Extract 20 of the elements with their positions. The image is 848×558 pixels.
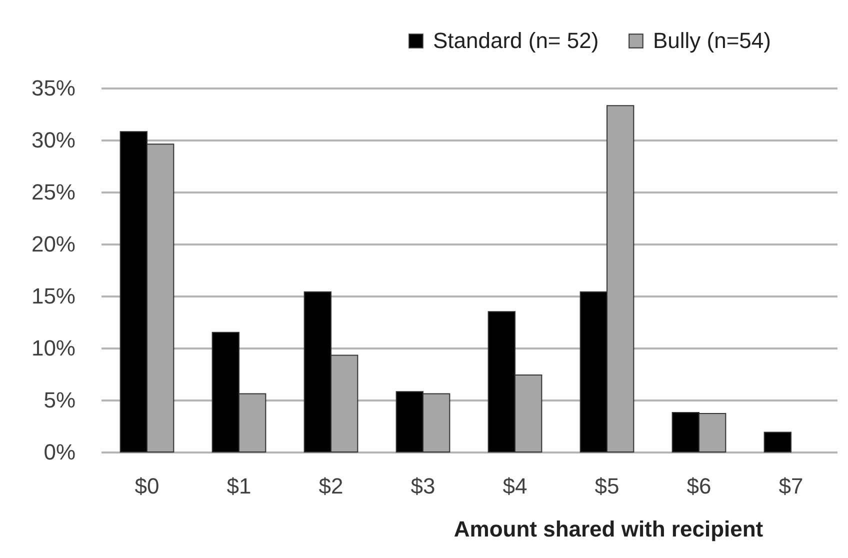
y-tick-label: 15% bbox=[31, 284, 76, 308]
legend-label: Standard (n= 52) bbox=[432, 28, 599, 53]
x-tick-label: $6 bbox=[686, 474, 712, 498]
x-tick-label: $4 bbox=[502, 474, 528, 498]
legend-label: Bully (n=54) bbox=[652, 28, 771, 53]
y-tick-label: 30% bbox=[31, 128, 76, 152]
y-tick-label: 10% bbox=[31, 336, 76, 360]
x-axis-title: Amount shared with recipient bbox=[454, 516, 764, 542]
x-tick-label: $1 bbox=[226, 474, 252, 498]
x-tick-label: $2 bbox=[318, 474, 344, 498]
y-tick-label: 35% bbox=[31, 76, 76, 100]
y-tick-label: 0% bbox=[44, 440, 76, 464]
bar bbox=[764, 432, 792, 452]
x-tick-label: $7 bbox=[778, 474, 804, 498]
x-tick-label: $0 bbox=[134, 474, 160, 498]
y-tick-label: 25% bbox=[31, 180, 76, 204]
y-tick-label: 5% bbox=[44, 388, 76, 412]
x-tick-label: $3 bbox=[410, 474, 436, 498]
y-tick-label: 20% bbox=[31, 232, 76, 256]
x-tick-label: $5 bbox=[594, 474, 620, 498]
